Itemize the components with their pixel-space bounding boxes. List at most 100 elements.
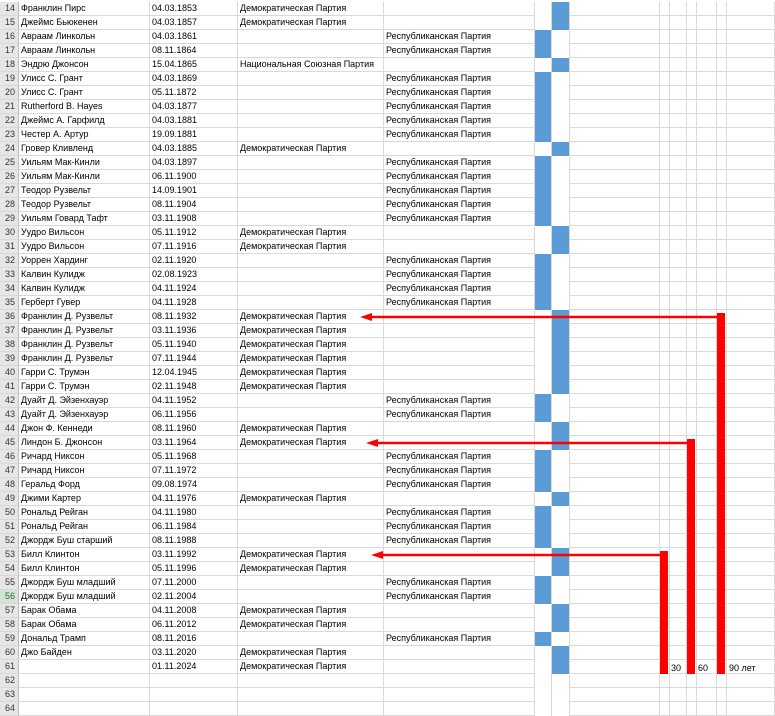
- cell-empty[interactable]: [670, 534, 687, 548]
- cell-empty[interactable]: [717, 674, 727, 688]
- cell-empty[interactable]: [697, 618, 717, 632]
- cell-party-dem[interactable]: Национальная Союзная Партия: [238, 58, 384, 72]
- cell-empty[interactable]: [727, 590, 775, 604]
- cell-empty[interactable]: [670, 436, 687, 450]
- cell-fill-rep[interactable]: [535, 58, 552, 72]
- cell-date[interactable]: 03.11.1992: [150, 548, 238, 562]
- cell-empty[interactable]: [727, 30, 775, 44]
- cell-date[interactable]: 07.11.1944: [150, 352, 238, 366]
- cell-empty[interactable]: [670, 492, 687, 506]
- cell-empty[interactable]: [570, 590, 660, 604]
- cell-date[interactable]: 04.11.2008: [150, 604, 238, 618]
- cell-empty[interactable]: [717, 296, 727, 310]
- cell-fill-dem[interactable]: [552, 226, 570, 240]
- cell-empty[interactable]: [727, 128, 775, 142]
- cell-party-dem[interactable]: [238, 520, 384, 534]
- cell-empty[interactable]: [697, 198, 717, 212]
- cell-empty[interactable]: [660, 464, 670, 478]
- cell-empty[interactable]: [570, 16, 660, 30]
- cell-empty[interactable]: [670, 44, 687, 58]
- cell-fill-dem[interactable]: [552, 198, 570, 212]
- cell-party-rep[interactable]: [384, 352, 535, 366]
- cell-fill-rep[interactable]: [535, 646, 552, 660]
- row-header[interactable]: 57: [0, 604, 19, 618]
- cell-empty[interactable]: [717, 618, 727, 632]
- cell-empty[interactable]: [660, 436, 670, 450]
- cell-empty[interactable]: [697, 436, 717, 450]
- cell-party-rep[interactable]: Республиканская Партия: [384, 44, 535, 58]
- cell-empty[interactable]: [687, 422, 697, 436]
- cell-fill-dem[interactable]: [552, 562, 570, 576]
- cell-empty[interactable]: [727, 534, 775, 548]
- cell-empty[interactable]: [660, 646, 670, 660]
- cell-empty[interactable]: [727, 646, 775, 660]
- row-header[interactable]: 43: [0, 408, 19, 422]
- cell-empty[interactable]: [670, 268, 687, 282]
- cell-date[interactable]: 03.11.1908: [150, 212, 238, 226]
- cell-date[interactable]: 02.11.2004: [150, 590, 238, 604]
- cell-empty[interactable]: [727, 394, 775, 408]
- cell-empty[interactable]: [727, 184, 775, 198]
- cell-date[interactable]: 07.11.1916: [150, 240, 238, 254]
- cell-empty[interactable]: [717, 366, 727, 380]
- cell-empty[interactable]: [717, 394, 727, 408]
- cell-empty[interactable]: [697, 702, 717, 716]
- cell-empty[interactable]: [717, 576, 727, 590]
- cell-name[interactable]: Улисс С. Грант: [19, 86, 150, 100]
- cell-empty[interactable]: [660, 338, 670, 352]
- cell-fill-rep[interactable]: [535, 422, 552, 436]
- cell-empty[interactable]: [727, 506, 775, 520]
- cell-empty[interactable]: [727, 16, 775, 30]
- cell-name[interactable]: Авраам Линкольн: [19, 30, 150, 44]
- cell-empty[interactable]: [570, 352, 660, 366]
- cell-date[interactable]: 06.11.1956: [150, 408, 238, 422]
- cell-empty[interactable]: [727, 226, 775, 240]
- cell-empty[interactable]: [697, 548, 717, 562]
- cell-empty[interactable]: [687, 338, 697, 352]
- cell-empty[interactable]: [717, 16, 727, 30]
- cell-empty[interactable]: [570, 128, 660, 142]
- cell-empty[interactable]: [660, 352, 670, 366]
- cell-empty[interactable]: [687, 58, 697, 72]
- cell-fill-rep[interactable]: [535, 534, 552, 548]
- cell-empty[interactable]: [717, 590, 727, 604]
- cell-empty[interactable]: [670, 506, 687, 520]
- cell-empty[interactable]: [697, 282, 717, 296]
- cell-fill-dem[interactable]: [552, 604, 570, 618]
- row-header[interactable]: 61: [0, 660, 19, 674]
- cell-empty[interactable]: [670, 240, 687, 254]
- cell-empty[interactable]: [687, 520, 697, 534]
- cell-fill-rep[interactable]: [535, 268, 552, 282]
- cell-empty[interactable]: [570, 422, 660, 436]
- cell-empty[interactable]: [717, 2, 727, 16]
- cell-name[interactable]: Уудро Вильсон: [19, 240, 150, 254]
- cell-empty[interactable]: [727, 310, 775, 324]
- cell-name[interactable]: Эндрю Джонсон: [19, 58, 150, 72]
- cell-party-rep[interactable]: Республиканская Партия: [384, 268, 535, 282]
- row-header[interactable]: 29: [0, 212, 19, 226]
- cell-empty[interactable]: [717, 30, 727, 44]
- row-header[interactable]: 64: [0, 702, 19, 716]
- cell-empty[interactable]: [687, 16, 697, 30]
- cell-empty[interactable]: [660, 100, 670, 114]
- cell-empty[interactable]: [660, 422, 670, 436]
- cell-empty[interactable]: [697, 520, 717, 534]
- cell-empty[interactable]: [570, 632, 660, 646]
- cell-name[interactable]: Теодор Рузвельт: [19, 198, 150, 212]
- cell-empty[interactable]: [717, 156, 727, 170]
- cell-party-dem[interactable]: [238, 86, 384, 100]
- cell-empty[interactable]: [687, 394, 697, 408]
- cell-name[interactable]: Уильям Говард Тафт: [19, 212, 150, 226]
- cell-empty[interactable]: [570, 408, 660, 422]
- cell-empty[interactable]: [727, 254, 775, 268]
- cell-empty[interactable]: [717, 436, 727, 450]
- cell-empty[interactable]: [727, 282, 775, 296]
- cell-empty[interactable]: [660, 702, 670, 716]
- cell-name[interactable]: Rutherford B. Hayes: [19, 100, 150, 114]
- cell-empty[interactable]: [670, 156, 687, 170]
- cell-empty[interactable]: [727, 170, 775, 184]
- cell-empty[interactable]: [697, 170, 717, 184]
- cell-empty[interactable]: [727, 380, 775, 394]
- cell-party-rep[interactable]: Республиканская Партия: [384, 282, 535, 296]
- cell-empty[interactable]: [687, 212, 697, 226]
